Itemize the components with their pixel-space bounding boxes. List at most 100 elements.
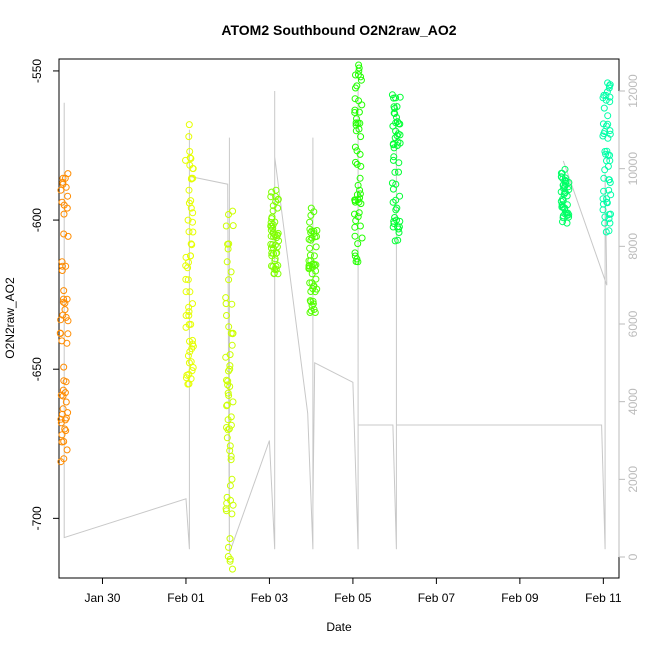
- data-point: [358, 234, 366, 242]
- data-point: [225, 392, 233, 399]
- data-point: [351, 249, 359, 257]
- data-point: [353, 160, 361, 168]
- data-point: [356, 119, 364, 127]
- data-point: [185, 199, 193, 207]
- data-point: [225, 276, 233, 284]
- data-point: [351, 95, 359, 103]
- data-point: [355, 64, 363, 72]
- data-point: [274, 196, 282, 204]
- data-point: [222, 222, 230, 230]
- data-point: [603, 195, 611, 203]
- data-point: [186, 337, 193, 345]
- data-point: [601, 166, 609, 174]
- data-point: [603, 199, 611, 207]
- data-point: [606, 81, 614, 89]
- x-axis: Jan 30 Feb 01 Feb 03 Feb 05 Feb 07 Feb 09 Feb …: [84, 578, 622, 605]
- data-point: [60, 363, 68, 371]
- data-point: [270, 269, 278, 277]
- data-point: [353, 82, 361, 90]
- data-point: [64, 170, 72, 178]
- secondary-y-axis: 0 2000 4000 6000 8000 10000 12000: [618, 74, 640, 560]
- data-point: [229, 398, 237, 406]
- data-point: [268, 188, 276, 196]
- x-tick-label: Feb 05: [334, 591, 372, 605]
- data-point: [57, 458, 65, 466]
- y-tick-label: -650: [30, 357, 44, 381]
- data-point: [225, 367, 232, 375]
- data-point: [269, 202, 277, 210]
- data-point: [601, 213, 609, 221]
- data-point: [604, 134, 612, 142]
- y-tick-label: -550: [30, 59, 44, 83]
- data-point: [558, 169, 566, 177]
- series-4: [267, 186, 283, 278]
- data-point: [226, 383, 234, 390]
- data-point: [351, 143, 359, 151]
- data-point: [391, 168, 399, 176]
- data-point: [229, 330, 237, 338]
- data-point: [561, 210, 569, 218]
- x-tick-label: Feb 01: [167, 591, 205, 605]
- data-point: [223, 258, 231, 266]
- y2-tick-label: 4000: [626, 388, 640, 415]
- data-point: [559, 196, 567, 204]
- data-point: [605, 186, 613, 194]
- data-point: [60, 201, 68, 209]
- data-point: [229, 222, 237, 230]
- data-point: [559, 214, 567, 222]
- data-point: [604, 120, 612, 128]
- data-point: [185, 121, 193, 129]
- data-point: [223, 434, 231, 442]
- data-point: [187, 155, 195, 162]
- y-tick-label: -700: [30, 506, 44, 530]
- data-point: [189, 218, 196, 226]
- x-tick-label: Feb 09: [501, 591, 539, 605]
- data-point: [307, 229, 315, 237]
- data-point: [226, 482, 234, 490]
- series-7: [388, 91, 404, 245]
- data-point: [187, 320, 195, 328]
- data-point: [64, 232, 72, 240]
- data-point: [355, 67, 363, 75]
- data-point: [355, 108, 363, 116]
- data-point: [63, 446, 71, 454]
- data-point: [602, 91, 610, 99]
- data-point: [306, 251, 314, 259]
- data-point: [267, 193, 275, 201]
- data-point: [222, 507, 230, 515]
- data-point: [58, 438, 66, 446]
- data-point: [600, 104, 608, 112]
- data-point: [185, 308, 193, 316]
- series-2: [182, 121, 197, 388]
- data-point: [58, 262, 66, 270]
- x-axis-label: Date: [326, 620, 352, 634]
- data-point: [356, 190, 364, 198]
- data-point: [226, 555, 234, 563]
- data-point: [62, 427, 70, 435]
- data-point: [225, 323, 233, 331]
- data-point: [559, 195, 566, 203]
- data-point: [188, 345, 196, 353]
- data-point: [223, 401, 231, 409]
- data-point: [225, 543, 232, 551]
- data-point: [606, 127, 614, 135]
- data-point: [189, 228, 197, 236]
- data-point: [185, 228, 193, 236]
- data-point: [189, 209, 197, 217]
- data-point: [224, 416, 232, 424]
- data-point: [188, 241, 196, 249]
- data-point: [57, 419, 65, 427]
- data-point: [312, 275, 320, 283]
- data-point: [226, 447, 234, 455]
- data-point: [272, 262, 280, 270]
- data-point: [274, 270, 282, 278]
- data-point: [227, 456, 235, 464]
- data-point: [311, 233, 319, 241]
- y2-tick-label: 8000: [626, 233, 640, 260]
- x-tick-label: Feb 11: [585, 591, 622, 605]
- data-point: [354, 240, 362, 248]
- data-point: [396, 139, 404, 147]
- data-point: [306, 218, 314, 226]
- data-point: [309, 285, 317, 293]
- series-3: [222, 207, 237, 573]
